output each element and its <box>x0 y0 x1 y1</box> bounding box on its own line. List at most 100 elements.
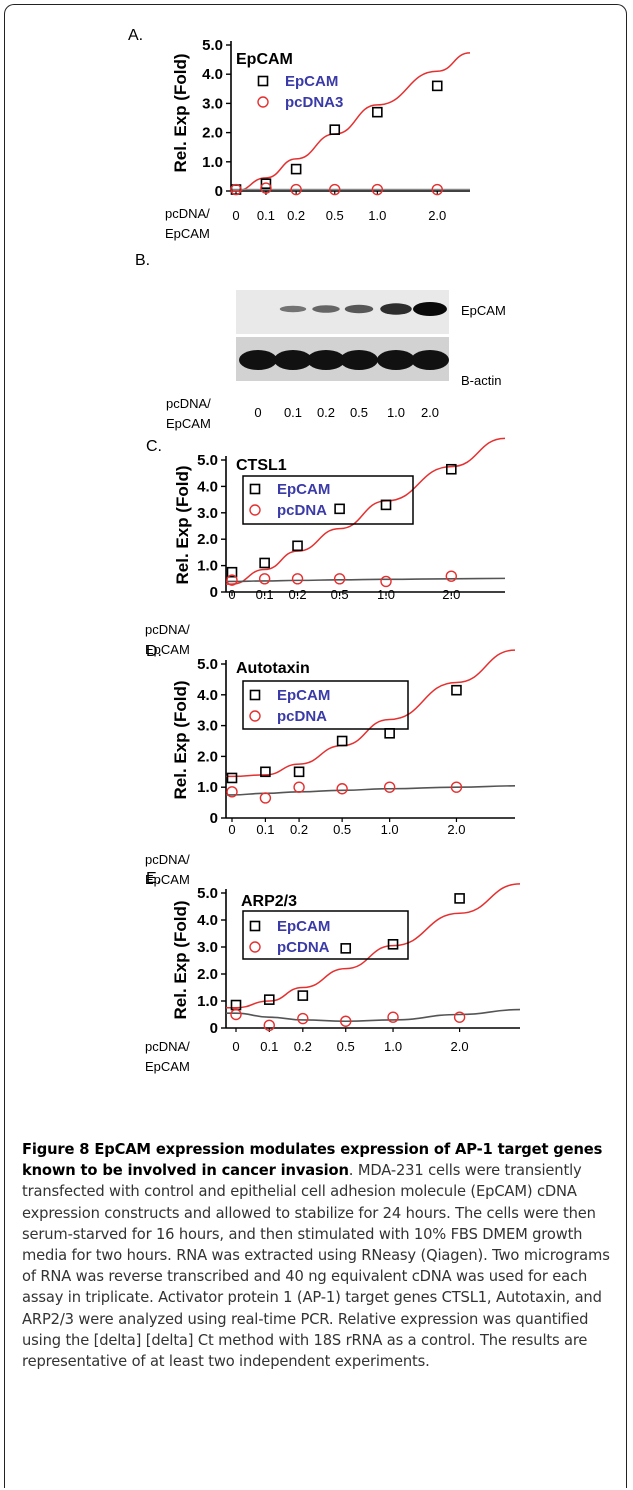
y-tick-label: 4.0 <box>197 687 218 704</box>
data-point-pcdna <box>333 573 346 585</box>
y-tick-label: 2.0 <box>197 966 218 983</box>
data-point-pcdna3 <box>431 183 443 196</box>
fit-curve-epcam <box>225 437 506 585</box>
x-tick-label: 0.1 <box>257 208 275 223</box>
panel-letter: A. <box>128 27 143 44</box>
figure-panels: A. EpCAM 0 1.0 2.0 3.0 4.0 5.0 Rel. Exp (Fold) 0 0… <box>128 27 521 1074</box>
data-point-pcdna <box>291 573 304 585</box>
data-point-epcam <box>384 727 395 739</box>
y-tick-label: 2.0 <box>202 125 223 142</box>
lane-label: 0.5 <box>350 405 368 420</box>
data-point-epcam <box>454 893 465 904</box>
y-tick-label: 5.0 <box>197 885 218 902</box>
data-point-pcdna <box>226 786 238 798</box>
y-tick-label: 1.0 <box>197 993 218 1010</box>
data-point-pcdna3 <box>230 183 242 196</box>
chart-title: ARP2/3 <box>241 893 297 910</box>
blot-strip-epcam <box>236 290 449 334</box>
x-tick-label: 0.2 <box>294 1039 312 1054</box>
data-point-pcdna <box>445 570 457 582</box>
data-point-pcdna <box>387 1011 399 1023</box>
lane-label: 0 <box>254 405 261 420</box>
band-label-epcam: EpCAM <box>461 303 506 318</box>
x-tick-label: 1.0 <box>368 208 386 223</box>
y-tick-label: 2.0 <box>197 748 218 765</box>
fit-curve-pcdna <box>226 577 506 583</box>
legend-label: EpCAM <box>277 918 330 935</box>
caption-title: Figure 8 EpCAM expression modulates expr… <box>22 1141 603 1180</box>
figure-frame <box>4 4 627 1488</box>
chart-title: EpCAM <box>236 51 293 68</box>
blot-xlabel-line1: pcDNA/ <box>166 396 211 411</box>
data-point-epcam <box>297 990 309 1001</box>
data-point-pcdna3 <box>371 183 384 196</box>
data-point-pcdna <box>340 1015 352 1027</box>
data-point-pcdna3 <box>290 183 302 196</box>
legend-box <box>242 910 409 960</box>
data-point-pcdna <box>380 575 392 588</box>
x-tick-label: 0.2 <box>290 822 308 837</box>
data-point-epcam <box>260 766 271 778</box>
data-point-epcam <box>431 80 443 92</box>
lane-label: 1.0 <box>387 405 405 420</box>
y-tick-label: 3.0 <box>202 95 223 112</box>
data-point-pcdna <box>226 574 238 586</box>
data-point-epcam <box>292 540 303 552</box>
legend-label: EpCAM <box>277 481 330 498</box>
data-point-pcdna3 <box>329 183 341 196</box>
epcam-band <box>344 304 374 314</box>
x-axis-label-line2: EpCAM <box>145 872 190 887</box>
x-tick-label: 0 <box>232 208 239 223</box>
x-tick-label: 2.0 <box>447 822 465 837</box>
y-tick-label: 3.0 <box>197 718 218 735</box>
data-point-pcdna <box>336 783 348 795</box>
x-axis-label-line1: pcDNA/ <box>145 852 190 867</box>
legend-label: pcDNA3 <box>285 94 343 111</box>
chart-title: CTSL1 <box>236 457 287 474</box>
y-tick-label: 5.0 <box>197 656 218 673</box>
x-tick-label: 0.2 <box>288 587 306 602</box>
x-tick-label: 0 <box>228 822 235 837</box>
fit-curve-pcdna <box>225 785 516 796</box>
actin-band <box>340 350 378 370</box>
legend-label: EpCAM <box>277 687 330 704</box>
panel-letter: D. <box>146 643 162 660</box>
legend-marker-circle <box>249 941 261 953</box>
chart-title: Autotaxin <box>236 660 310 677</box>
caption-body: . MDA-231 cells were transiently transfe… <box>22 1162 610 1371</box>
y-axis-label: Rel. Exp (Fold) <box>173 466 192 585</box>
data-point-pcdna <box>259 792 272 804</box>
blot-xlabel-line2: EpCAM <box>166 416 211 431</box>
data-point-epcam <box>372 106 383 118</box>
data-point-epcam <box>387 938 399 950</box>
x-tick-label: 0 <box>228 587 235 602</box>
actin-band <box>307 350 345 370</box>
x-axis-label-line1: pcDNA/ <box>165 206 210 221</box>
data-point-epcam <box>226 772 238 784</box>
y-axis-label: Rel. Exp (Fold) <box>171 54 190 173</box>
epcam-band <box>413 302 447 316</box>
data-point-epcam <box>226 566 238 578</box>
lane-label: 2.0 <box>421 405 439 420</box>
x-axis-label-line2: EpCAM <box>165 226 210 241</box>
x-tick-label: 0.1 <box>256 822 274 837</box>
x-tick-label: 0.1 <box>256 587 274 602</box>
panel-letter: E. <box>146 870 161 887</box>
fit-curve-epcam <box>226 649 516 778</box>
legend-label: pcDNA <box>277 708 327 725</box>
panel-letter: C. <box>146 438 162 455</box>
band-label-actin: B-actin <box>461 373 501 388</box>
data-point-epcam <box>451 684 462 696</box>
data-point-epcam <box>260 178 272 189</box>
y-axis-label: Rel. Exp (Fold) <box>171 681 190 800</box>
fit-curve-pcdna <box>226 1008 521 1023</box>
x-tick-label: 2.0 <box>442 587 460 602</box>
x-tick-label: 0.5 <box>337 1039 355 1054</box>
y-tick-label: 4.0 <box>197 912 218 929</box>
x-tick-label: 0.2 <box>287 208 305 223</box>
y-tick-label: 2.0 <box>197 531 218 548</box>
x-tick-label: 0.5 <box>326 208 344 223</box>
actin-band <box>274 350 312 370</box>
x-tick-label: 2.0 <box>451 1039 469 1054</box>
data-point-pcdna3 <box>260 182 272 194</box>
